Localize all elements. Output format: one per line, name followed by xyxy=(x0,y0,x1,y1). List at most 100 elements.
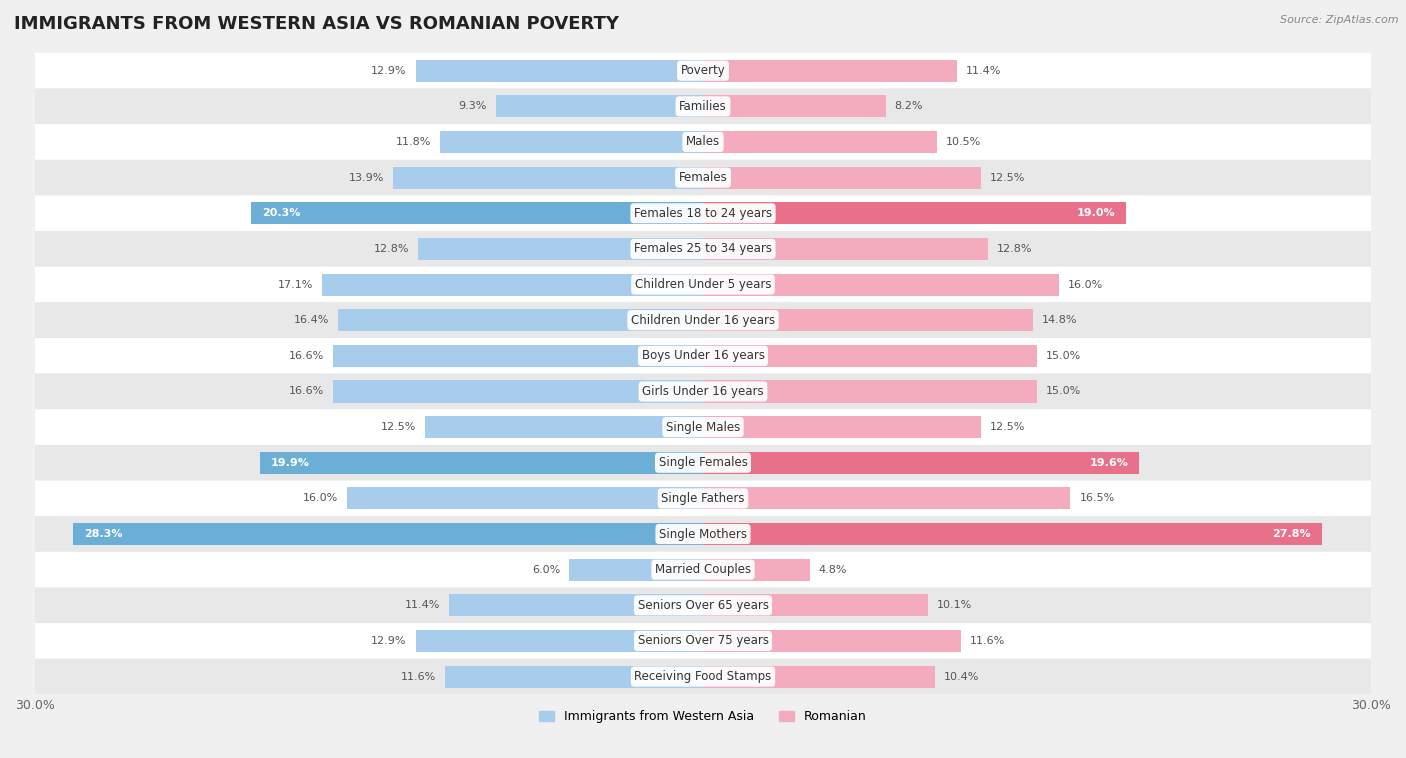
Bar xyxy=(703,416,981,438)
Bar xyxy=(703,345,1038,367)
Text: 15.0%: 15.0% xyxy=(1046,351,1081,361)
FancyBboxPatch shape xyxy=(35,89,1371,124)
FancyBboxPatch shape xyxy=(35,409,1371,445)
Bar xyxy=(703,238,988,260)
Bar xyxy=(418,238,703,260)
FancyBboxPatch shape xyxy=(35,196,1371,231)
FancyBboxPatch shape xyxy=(35,374,1371,409)
FancyBboxPatch shape xyxy=(35,267,1371,302)
FancyBboxPatch shape xyxy=(35,587,1371,623)
Bar xyxy=(416,60,703,82)
Text: 14.8%: 14.8% xyxy=(1042,315,1077,325)
Text: Children Under 16 years: Children Under 16 years xyxy=(631,314,775,327)
FancyBboxPatch shape xyxy=(35,552,1371,587)
Bar xyxy=(703,167,981,189)
FancyBboxPatch shape xyxy=(35,231,1371,267)
Text: Seniors Over 65 years: Seniors Over 65 years xyxy=(637,599,769,612)
Text: 16.4%: 16.4% xyxy=(294,315,329,325)
Bar xyxy=(394,167,703,189)
Bar xyxy=(703,96,886,117)
Text: Married Couples: Married Couples xyxy=(655,563,751,576)
Text: Source: ZipAtlas.com: Source: ZipAtlas.com xyxy=(1281,15,1399,25)
Text: 12.5%: 12.5% xyxy=(381,422,416,432)
Bar xyxy=(703,452,1139,474)
Legend: Immigrants from Western Asia, Romanian: Immigrants from Western Asia, Romanian xyxy=(538,710,868,723)
Text: 20.3%: 20.3% xyxy=(262,208,301,218)
Text: Girls Under 16 years: Girls Under 16 years xyxy=(643,385,763,398)
Text: 10.4%: 10.4% xyxy=(943,672,979,681)
Text: IMMIGRANTS FROM WESTERN ASIA VS ROMANIAN POVERTY: IMMIGRANTS FROM WESTERN ASIA VS ROMANIAN… xyxy=(14,15,619,33)
Text: 8.2%: 8.2% xyxy=(894,102,922,111)
Text: 19.6%: 19.6% xyxy=(1090,458,1129,468)
Bar xyxy=(703,131,936,153)
Text: 11.6%: 11.6% xyxy=(970,636,1005,646)
Bar xyxy=(73,523,703,545)
Bar xyxy=(260,452,703,474)
Text: 16.6%: 16.6% xyxy=(290,351,325,361)
Text: 12.5%: 12.5% xyxy=(990,173,1025,183)
FancyBboxPatch shape xyxy=(35,124,1371,160)
FancyBboxPatch shape xyxy=(35,160,1371,196)
Bar xyxy=(416,630,703,652)
Text: 11.8%: 11.8% xyxy=(396,137,432,147)
Text: 13.9%: 13.9% xyxy=(349,173,385,183)
Bar xyxy=(703,487,1070,509)
Text: 16.6%: 16.6% xyxy=(290,387,325,396)
Text: 19.9%: 19.9% xyxy=(271,458,309,468)
Text: 9.3%: 9.3% xyxy=(458,102,486,111)
Text: 16.5%: 16.5% xyxy=(1080,493,1115,503)
Bar xyxy=(337,309,703,331)
Text: 6.0%: 6.0% xyxy=(533,565,561,575)
Text: 16.0%: 16.0% xyxy=(302,493,337,503)
Text: 11.4%: 11.4% xyxy=(966,66,1001,76)
Text: Poverty: Poverty xyxy=(681,64,725,77)
Text: Boys Under 16 years: Boys Under 16 years xyxy=(641,349,765,362)
FancyBboxPatch shape xyxy=(35,623,1371,659)
Bar xyxy=(703,60,957,82)
Text: Families: Families xyxy=(679,100,727,113)
Bar xyxy=(250,202,703,224)
Text: Females 25 to 34 years: Females 25 to 34 years xyxy=(634,243,772,255)
Text: 10.1%: 10.1% xyxy=(936,600,972,610)
Text: 17.1%: 17.1% xyxy=(278,280,314,290)
Text: Males: Males xyxy=(686,136,720,149)
Text: 16.0%: 16.0% xyxy=(1069,280,1104,290)
Bar xyxy=(703,594,928,616)
Bar xyxy=(347,487,703,509)
Text: Receiving Food Stamps: Receiving Food Stamps xyxy=(634,670,772,683)
Text: 11.6%: 11.6% xyxy=(401,672,436,681)
Text: 12.5%: 12.5% xyxy=(990,422,1025,432)
Text: 27.8%: 27.8% xyxy=(1272,529,1310,539)
FancyBboxPatch shape xyxy=(35,659,1371,694)
Text: 15.0%: 15.0% xyxy=(1046,387,1081,396)
Text: 12.9%: 12.9% xyxy=(371,636,406,646)
Bar xyxy=(703,666,935,688)
Bar xyxy=(322,274,703,296)
Text: Females 18 to 24 years: Females 18 to 24 years xyxy=(634,207,772,220)
Bar xyxy=(703,523,1322,545)
Text: 10.5%: 10.5% xyxy=(946,137,981,147)
Bar xyxy=(703,381,1038,402)
Text: Children Under 5 years: Children Under 5 years xyxy=(634,278,772,291)
Text: 4.8%: 4.8% xyxy=(818,565,848,575)
Text: Females: Females xyxy=(679,171,727,184)
Bar xyxy=(703,559,810,581)
Bar xyxy=(444,666,703,688)
Text: 12.8%: 12.8% xyxy=(374,244,409,254)
FancyBboxPatch shape xyxy=(35,481,1371,516)
Text: Single Mothers: Single Mothers xyxy=(659,528,747,540)
FancyBboxPatch shape xyxy=(35,338,1371,374)
Bar xyxy=(703,274,1059,296)
Text: 12.9%: 12.9% xyxy=(371,66,406,76)
Bar xyxy=(703,309,1032,331)
Bar xyxy=(569,559,703,581)
Bar xyxy=(703,202,1126,224)
Text: 11.4%: 11.4% xyxy=(405,600,440,610)
Bar xyxy=(703,630,962,652)
Bar xyxy=(496,96,703,117)
Text: Seniors Over 75 years: Seniors Over 75 years xyxy=(637,634,769,647)
FancyBboxPatch shape xyxy=(35,445,1371,481)
Bar xyxy=(425,416,703,438)
Text: 12.8%: 12.8% xyxy=(997,244,1032,254)
Text: 19.0%: 19.0% xyxy=(1077,208,1115,218)
